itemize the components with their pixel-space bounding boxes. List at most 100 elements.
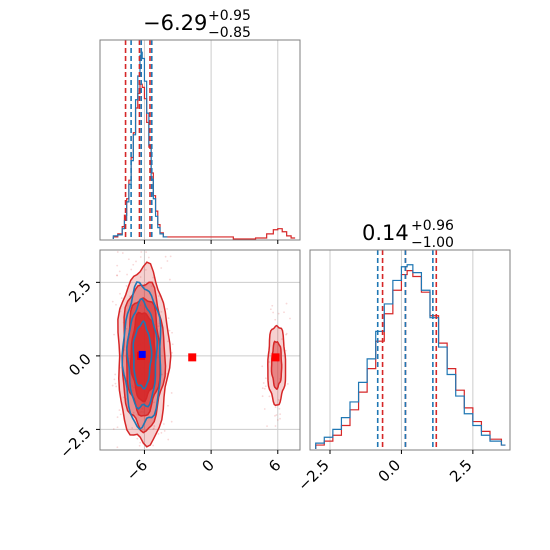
scatter-point bbox=[279, 417, 281, 420]
scatter-point bbox=[114, 382, 117, 385]
scatter-point bbox=[171, 343, 174, 346]
scatter-point bbox=[274, 425, 277, 427]
scatter-point bbox=[285, 332, 288, 335]
scatter-point bbox=[116, 251, 119, 253]
scatter-point bbox=[118, 409, 121, 411]
scatter-point bbox=[281, 338, 283, 341]
plot-area bbox=[315, 250, 506, 450]
scatter-point bbox=[126, 273, 128, 276]
scatter-point bbox=[122, 453, 124, 455]
scatter-point bbox=[118, 270, 121, 273]
histogram-param-1 bbox=[99, 39, 301, 244]
scatter-point bbox=[116, 264, 119, 267]
axes-frame bbox=[99, 39, 301, 241]
scatter-point bbox=[147, 256, 150, 259]
axes-frame bbox=[309, 249, 511, 451]
scatter-point bbox=[166, 340, 169, 343]
contour-red-secondary bbox=[270, 340, 283, 390]
contour-blue bbox=[125, 297, 159, 410]
title-1-upper: +0.95 bbox=[208, 8, 251, 24]
scatter-point bbox=[140, 251, 143, 253]
series-blue bbox=[315, 264, 506, 449]
scatter-point bbox=[146, 456, 148, 458]
scatter-point bbox=[125, 284, 128, 287]
scatter-point bbox=[268, 395, 271, 398]
scatter-point bbox=[152, 444, 155, 447]
scatter-point bbox=[164, 255, 167, 258]
scatter-point bbox=[162, 423, 165, 425]
scatter-point bbox=[111, 300, 114, 303]
scatter-point bbox=[274, 318, 277, 321]
scatter-point bbox=[171, 351, 173, 354]
title-2-value: 0.14 bbox=[362, 221, 409, 245]
scatter-point bbox=[275, 414, 278, 416]
x-tick-labels: −6 0 6 bbox=[123, 456, 285, 484]
scatter-point bbox=[158, 295, 160, 297]
scatter-point bbox=[136, 454, 138, 456]
scatter-point bbox=[116, 446, 119, 449]
scatter-point bbox=[284, 349, 287, 352]
scatter-point bbox=[119, 292, 121, 295]
x-tick-label: −6 bbox=[123, 456, 151, 484]
scatter-point bbox=[152, 276, 155, 279]
blue-contours bbox=[121, 281, 162, 431]
title-1-value: −6.29 bbox=[143, 11, 207, 35]
scatter-point bbox=[160, 310, 163, 313]
y-tick-labels: −2.5 0.0 2.5 bbox=[56, 276, 94, 462]
title-2-lower: −1.00 bbox=[411, 235, 454, 251]
scatter-point bbox=[279, 413, 282, 416]
scatter-point bbox=[167, 438, 170, 441]
scatter-point bbox=[127, 258, 130, 261]
scatter-point bbox=[120, 297, 123, 300]
series-red bbox=[315, 270, 506, 449]
scatter-point bbox=[283, 311, 285, 314]
contour-blue bbox=[132, 319, 153, 390]
title-1-lower: −0.85 bbox=[208, 25, 251, 41]
scatter-point bbox=[131, 456, 133, 458]
scatter-point bbox=[269, 308, 272, 311]
scatter-point bbox=[263, 408, 266, 410]
scatter-point bbox=[122, 461, 124, 463]
joint-density-panel: −6 0 6 −2.5 0.0 2.5 bbox=[56, 249, 301, 484]
marker-red bbox=[271, 353, 280, 362]
scatter-point bbox=[112, 428, 115, 430]
scatter-point bbox=[157, 325, 160, 328]
scatter-point bbox=[115, 385, 118, 388]
scatter-point bbox=[152, 428, 155, 431]
scatter-point bbox=[157, 432, 160, 435]
series-red bbox=[112, 83, 296, 240]
scatter-point bbox=[116, 274, 119, 277]
scatter-point bbox=[266, 425, 268, 428]
scatter-point bbox=[163, 430, 166, 432]
scatter-point bbox=[169, 255, 172, 258]
scatter-point bbox=[119, 413, 122, 416]
scatter-point bbox=[138, 444, 141, 447]
contour-red-secondary bbox=[267, 324, 287, 407]
x-tick-label: 6 bbox=[265, 456, 284, 475]
scatter-point bbox=[123, 349, 126, 351]
plot-area bbox=[111, 251, 291, 463]
tick-marks bbox=[96, 281, 279, 454]
scatter-point bbox=[263, 387, 266, 390]
title-2-upper: +0.96 bbox=[411, 218, 454, 234]
scatter-point bbox=[153, 427, 155, 430]
scatter-point bbox=[121, 252, 124, 254]
x-tick-label: 0 bbox=[198, 456, 217, 475]
scatter-point bbox=[168, 329, 171, 332]
scatter-point bbox=[132, 455, 134, 457]
series bbox=[315, 264, 506, 449]
scatter-point bbox=[139, 256, 142, 258]
scatter-point bbox=[285, 333, 287, 336]
quantile-lines bbox=[376, 250, 438, 450]
scatter-point bbox=[160, 431, 163, 434]
scatter-point bbox=[160, 267, 163, 269]
scatter-point bbox=[139, 276, 142, 278]
x-tick-label: 0.0 bbox=[375, 456, 405, 486]
title-param-1: −6.29 +0.95 −0.85 bbox=[143, 8, 251, 41]
scatter-point bbox=[271, 304, 274, 307]
scatter-point bbox=[116, 426, 119, 429]
scatter-point bbox=[132, 263, 135, 266]
contour-blue bbox=[121, 281, 162, 431]
scatter-point bbox=[264, 385, 267, 388]
marker-red bbox=[188, 353, 197, 362]
